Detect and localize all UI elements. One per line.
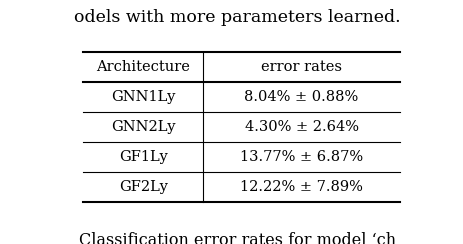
Text: GNN2Ly: GNN2Ly [111, 120, 175, 134]
Text: GF1Ly: GF1Ly [119, 150, 167, 164]
Text: 8.04% ± 0.88%: 8.04% ± 0.88% [244, 90, 358, 104]
Text: Architecture: Architecture [96, 60, 190, 74]
Text: error rates: error rates [261, 60, 341, 74]
Text: GNN1Ly: GNN1Ly [111, 90, 175, 104]
Text: 4.30% ± 2.64%: 4.30% ± 2.64% [244, 120, 358, 134]
Text: odels with more parameters learned.: odels with more parameters learned. [75, 9, 400, 26]
Text: GF2Ly: GF2Ly [119, 180, 167, 194]
Text: 12.22% ± 7.89%: 12.22% ± 7.89% [239, 180, 362, 194]
Text: 13.77% ± 6.87%: 13.77% ± 6.87% [239, 150, 363, 164]
Text: Classification error rates for model ‘ch: Classification error rates for model ‘ch [79, 232, 395, 244]
